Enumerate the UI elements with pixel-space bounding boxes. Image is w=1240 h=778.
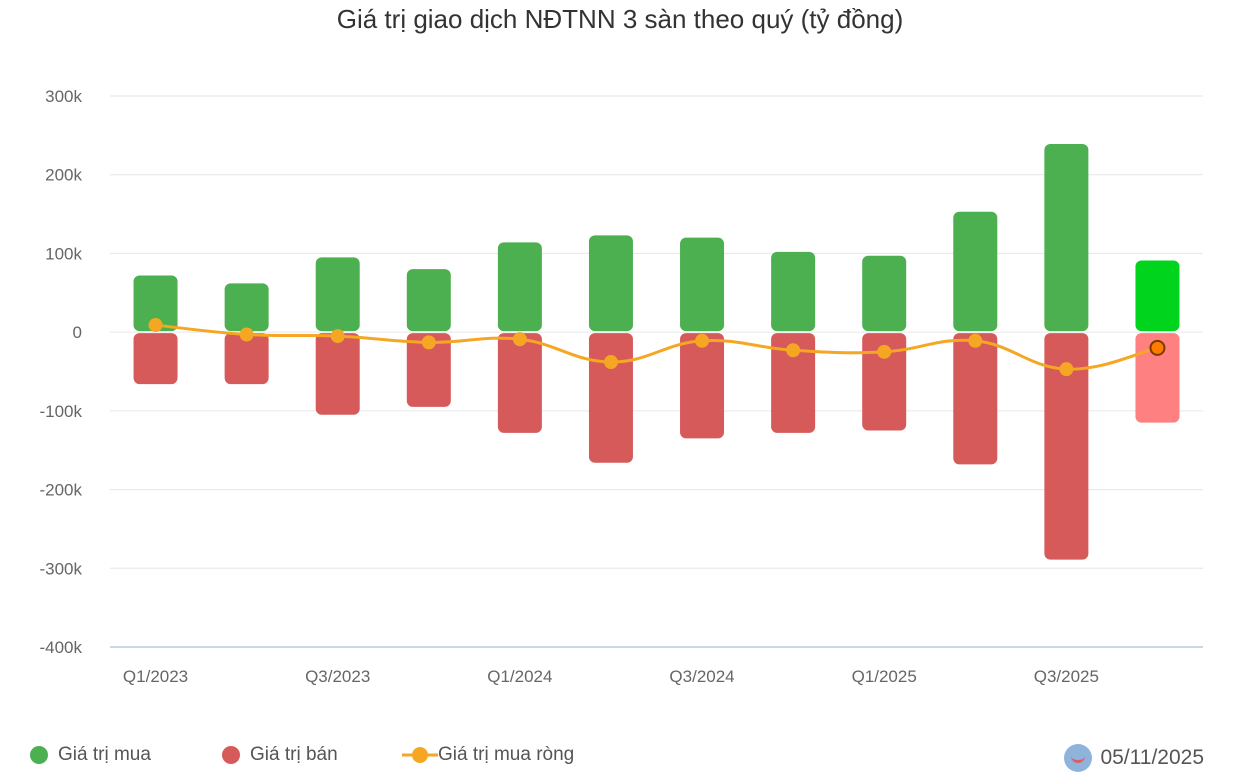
sell-bar bbox=[497, 333, 542, 433]
net-point bbox=[512, 332, 527, 347]
legend-net[interactable]: Giá trị mua ròng bbox=[402, 744, 574, 766]
chart-title: Giá trị giao dịch NĐTNN 3 sàn theo quý (… bbox=[336, 4, 904, 34]
buy-bar bbox=[1135, 260, 1180, 332]
buy-bar bbox=[406, 269, 451, 332]
net-point bbox=[1149, 339, 1166, 356]
y-tick-label: -400k bbox=[39, 638, 82, 657]
brand-logo-icon bbox=[1064, 744, 1093, 772]
sell-bar bbox=[406, 333, 451, 407]
sell-bar bbox=[771, 333, 816, 433]
legend-sell-label: Giá trị bán bbox=[250, 744, 338, 765]
buy-bar bbox=[953, 211, 998, 332]
legend-buy-marker bbox=[30, 746, 48, 764]
net-point bbox=[421, 335, 436, 350]
net-point bbox=[603, 355, 618, 370]
net-point bbox=[695, 333, 710, 348]
legend-net-marker bbox=[402, 747, 438, 763]
net-line bbox=[155, 323, 1158, 371]
y-tick-label: 200k bbox=[45, 166, 82, 185]
legend-sell-marker bbox=[222, 746, 240, 764]
x-tick-label: Q3/2024 bbox=[669, 667, 734, 686]
sell-bar bbox=[315, 333, 360, 415]
buy-bar bbox=[588, 235, 633, 332]
net-point bbox=[786, 343, 801, 358]
y-tick-label: 100k bbox=[45, 244, 82, 263]
sell-bar bbox=[588, 333, 633, 463]
net-point bbox=[877, 344, 892, 359]
update-date: 05/11/2025 bbox=[1064, 744, 1204, 772]
net-point bbox=[148, 318, 163, 333]
x-tick-label: Q1/2025 bbox=[852, 667, 917, 686]
buy-bar bbox=[1044, 144, 1089, 332]
legend-sell[interactable]: Giá trị bán bbox=[222, 744, 338, 766]
x-tick-label: Q1/2023 bbox=[123, 667, 188, 686]
legend-buy[interactable]: Giá trị mua bbox=[30, 744, 151, 766]
buy-bar bbox=[133, 275, 178, 332]
buy-bar bbox=[315, 257, 360, 332]
buy-bar bbox=[224, 283, 269, 332]
sell-bar bbox=[224, 333, 269, 385]
legend-buy-label: Giá trị mua bbox=[58, 744, 151, 765]
net-point bbox=[968, 333, 983, 348]
x-tick-label: Q3/2023 bbox=[305, 667, 370, 686]
date-text: 05/11/2025 bbox=[1100, 746, 1204, 769]
buy-bar bbox=[497, 242, 542, 332]
y-tick-label: -200k bbox=[39, 481, 82, 500]
legend-net-label: Giá trị mua ròng bbox=[438, 744, 575, 765]
buy-bar bbox=[680, 237, 725, 332]
chart-plot: 300k 200k 100k 0 -100k -200k -300k -400k Q1/2023… bbox=[39, 87, 1203, 686]
sell-bar bbox=[953, 333, 998, 465]
net-point bbox=[330, 329, 345, 344]
y-tick-label: 0 bbox=[73, 323, 82, 342]
buy-bar bbox=[862, 255, 907, 332]
sell-bar bbox=[862, 333, 907, 431]
net-point bbox=[1059, 362, 1074, 377]
sell-bar bbox=[1135, 333, 1180, 423]
y-tick-label: -300k bbox=[39, 559, 82, 578]
sell-bar bbox=[680, 333, 725, 439]
y-tick-label: 300k bbox=[45, 87, 82, 106]
sell-bar bbox=[133, 333, 178, 385]
buy-bar bbox=[771, 251, 816, 332]
net-point bbox=[239, 327, 254, 342]
sell-bar bbox=[1044, 333, 1089, 560]
x-tick-label: Q3/2025 bbox=[1034, 667, 1099, 686]
x-tick-label: Q1/2024 bbox=[487, 667, 552, 686]
y-tick-label: -100k bbox=[39, 402, 82, 421]
